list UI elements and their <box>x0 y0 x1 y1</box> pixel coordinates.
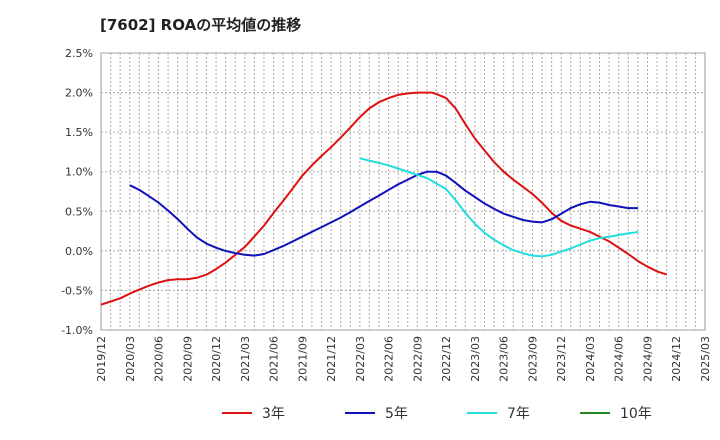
x-tick-label: 2019/12 <box>95 336 108 382</box>
series-line-7年 <box>359 157 639 258</box>
chart-title: [7602] ROAの平均値の推移 <box>100 16 302 34</box>
x-tick-label: 2021/06 <box>268 336 281 382</box>
x-tick-label: 2020/12 <box>210 336 223 382</box>
x-tick-label: 2020/03 <box>124 336 137 382</box>
legend: 3年 5年 7年 10年 <box>222 406 652 422</box>
x-tick-label: 2024/03 <box>584 336 597 382</box>
x-tick-label: 2025/03 <box>699 336 712 382</box>
y-tick-label: -0.5% <box>61 284 93 297</box>
series-line-3年 <box>100 91 668 306</box>
y-tick-label: 2.5% <box>65 47 93 60</box>
legend-label: 10年 <box>620 406 652 422</box>
legend-label: 5年 <box>385 406 408 422</box>
x-tick-label: 2024/12 <box>670 336 683 382</box>
y-tick-label: 2.0% <box>65 87 93 100</box>
y-tick-label: -1.0% <box>61 324 93 337</box>
y-tick-label: 1.0% <box>65 166 93 179</box>
x-tick-label: 2023/12 <box>555 336 568 382</box>
x-tick-label: 2022/03 <box>354 336 367 382</box>
y-tick-label: 1.5% <box>65 126 93 139</box>
plot-area <box>100 52 706 331</box>
legend-label: 7年 <box>507 406 530 422</box>
x-tick-label: 2023/09 <box>526 336 539 382</box>
x-axis: 2019/12 2020/03 2020/06 2020/09 2020/12 2021/… <box>95 336 712 382</box>
x-tick-label: 2021/09 <box>296 336 309 382</box>
x-tick-label: 2022/06 <box>383 336 396 382</box>
legend-label: 3年 <box>262 406 285 422</box>
x-tick-label: 2024/06 <box>613 336 626 382</box>
x-tick-label: 2022/12 <box>440 336 453 382</box>
x-tick-label: 2024/09 <box>641 336 654 382</box>
grid <box>101 52 705 331</box>
y-tick-label: 0.0% <box>65 245 93 258</box>
y-axis: 2.5% 2.0% 1.5% 1.0% 0.5% 0.0% -0.5% -1.0% <box>61 47 93 337</box>
x-tick-label: 2020/06 <box>153 336 166 382</box>
x-tick-label: 2021/12 <box>325 336 338 382</box>
x-tick-label: 2021/03 <box>239 336 252 382</box>
x-tick-label: 2020/09 <box>181 336 194 382</box>
series-line-5年 <box>129 170 638 257</box>
x-tick-label: 2023/06 <box>498 336 511 382</box>
x-tick-label: 2023/03 <box>469 336 482 382</box>
series-lines <box>100 91 668 306</box>
y-tick-label: 0.5% <box>65 205 93 218</box>
x-tick-label: 2022/09 <box>411 336 424 382</box>
